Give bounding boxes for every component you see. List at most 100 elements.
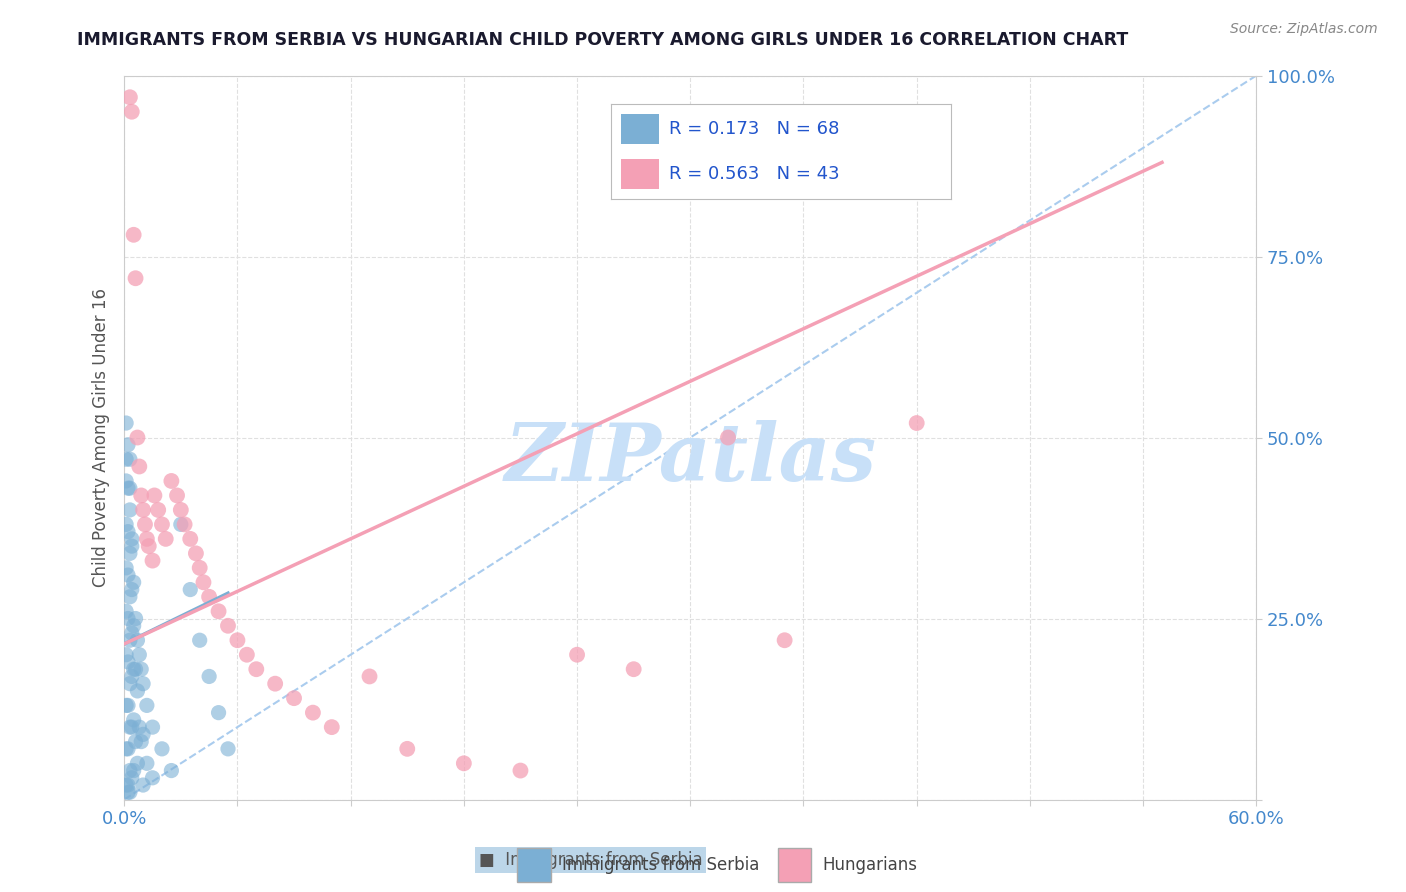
Point [118, 481, 141, 495]
Point [118, 764, 141, 778]
Point [122, 713, 145, 727]
Point [150, 517, 173, 532]
Point [245, 662, 267, 676]
Point [121, 539, 143, 553]
Point [166, 488, 188, 502]
Point [117, 778, 139, 792]
Point [127, 756, 149, 771]
Point [128, 720, 150, 734]
Point [121, 669, 143, 683]
Point [117, 698, 139, 713]
Point [115, 416, 138, 430]
Point [623, 662, 645, 676]
Point [128, 648, 150, 662]
Point [115, 474, 138, 488]
Point [117, 524, 139, 539]
Point [143, 488, 166, 502]
Point [717, 430, 740, 444]
Point [170, 503, 193, 517]
Point [121, 771, 143, 785]
Point [509, 764, 531, 778]
Point [122, 764, 145, 778]
Text: ■: ■ [523, 854, 546, 877]
Point [115, 742, 138, 756]
Point [127, 633, 149, 648]
Point [124, 611, 146, 625]
Point [359, 669, 381, 683]
Point [115, 517, 138, 532]
Point [129, 734, 152, 748]
Point [150, 742, 173, 756]
Text: ■  Immigrants from Serbia: ■ Immigrants from Serbia [478, 851, 703, 869]
Point [207, 604, 229, 618]
Point [396, 742, 419, 756]
Point [179, 532, 201, 546]
Point [117, 438, 139, 452]
Point [188, 561, 211, 575]
Point [118, 452, 141, 467]
Text: Source: ZipAtlas.com: Source: ZipAtlas.com [1230, 22, 1378, 37]
Point [115, 698, 138, 713]
Point [179, 582, 201, 597]
Point [138, 539, 160, 553]
Text: Hungarians: Hungarians [823, 856, 918, 874]
Point [207, 706, 229, 720]
Point [193, 575, 215, 590]
Point [148, 503, 170, 517]
Point [160, 764, 183, 778]
Point [115, 561, 138, 575]
Point [302, 706, 325, 720]
Point [132, 676, 155, 690]
Point [117, 481, 139, 495]
Point [121, 532, 143, 546]
Point [118, 90, 141, 104]
Point [321, 720, 343, 734]
Point [173, 517, 195, 532]
Point [217, 742, 239, 756]
Point [141, 553, 163, 567]
Point [129, 488, 152, 502]
Point [905, 416, 928, 430]
Point [132, 727, 155, 741]
Point [155, 532, 177, 546]
Point [115, 778, 138, 792]
Point [127, 430, 149, 444]
Point [115, 452, 138, 467]
Text: Immigrants from Serbia: Immigrants from Serbia [562, 856, 759, 874]
Point [115, 648, 138, 662]
Point [773, 633, 796, 648]
Point [135, 756, 157, 771]
Point [170, 517, 193, 532]
Point [121, 582, 143, 597]
Point [188, 633, 211, 648]
Point [283, 691, 305, 706]
Point [122, 227, 145, 242]
Point [117, 611, 139, 625]
Point [135, 698, 157, 713]
Point [264, 676, 287, 690]
Text: ■: ■ [783, 854, 806, 877]
Point [121, 104, 143, 119]
Point [118, 676, 141, 690]
Point [132, 503, 155, 517]
Point [129, 662, 152, 676]
Y-axis label: Child Poverty Among Girls Under 16: Child Poverty Among Girls Under 16 [93, 288, 110, 587]
Point [198, 590, 221, 604]
Point [117, 785, 139, 799]
Point [160, 474, 183, 488]
Point [184, 546, 207, 560]
Point [122, 575, 145, 590]
Point [141, 720, 163, 734]
Point [124, 662, 146, 676]
Point [132, 778, 155, 792]
Point [122, 662, 145, 676]
Point [217, 619, 239, 633]
Point [118, 503, 141, 517]
Point [118, 546, 141, 560]
Point [124, 734, 146, 748]
Point [118, 590, 141, 604]
Point [141, 771, 163, 785]
Point [236, 648, 259, 662]
Point [198, 669, 221, 683]
Text: IMMIGRANTS FROM SERBIA VS HUNGARIAN CHILD POVERTY AMONG GIRLS UNDER 16 CORRELATI: IMMIGRANTS FROM SERBIA VS HUNGARIAN CHIL… [77, 31, 1129, 49]
